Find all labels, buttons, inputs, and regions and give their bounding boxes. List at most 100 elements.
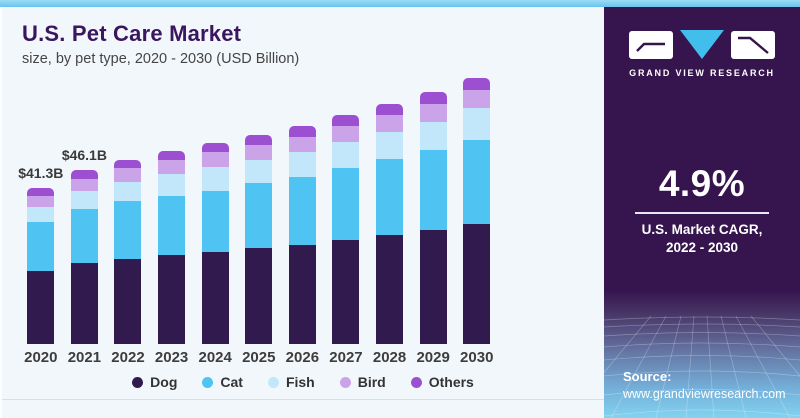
bar-segment-bird-2025	[245, 144, 273, 160]
stacked-bar-2029	[419, 91, 447, 344]
legend-label-bird: Bird	[357, 374, 386, 390]
bar-segment-fish-2027	[332, 142, 360, 168]
bar-segment-others-2022	[114, 159, 142, 169]
bar-segment-fish-2029	[419, 121, 447, 151]
x-axis-tick-2023: 2023	[154, 349, 189, 366]
bar-segment-cat-2024	[201, 190, 229, 252]
bar-segment-dog-2025	[245, 248, 273, 344]
legend-label-dog: Dog	[150, 374, 178, 390]
legend-dot-others-icon	[410, 376, 422, 388]
brand-name: GRAND VIEW RESEARCH	[629, 68, 775, 78]
bar-segment-dog-2030	[463, 224, 491, 344]
logo-r-glyph	[738, 36, 769, 54]
bar-segment-cat-2025	[245, 183, 273, 248]
bar-segment-others-2026	[288, 126, 316, 137]
stacked-bar-2025	[245, 135, 273, 344]
gvr-logo-icon	[629, 30, 775, 59]
x-axis-tick-2028: 2028	[372, 349, 407, 366]
stacked-bar-2027	[332, 115, 360, 344]
source-url-link[interactable]: www.grandviewresearch.com	[623, 387, 786, 401]
legend-item-fish: Fish	[267, 374, 315, 390]
top-accent-strip	[0, 0, 800, 7]
bar-segment-others-2027	[332, 115, 360, 127]
legend-item-others: Others	[410, 374, 474, 390]
x-axis-tick-2030: 2030	[460, 349, 494, 366]
cagr-divider	[635, 212, 769, 214]
bar-segment-cat-2028	[376, 159, 404, 235]
stacked-bar-2020	[27, 187, 55, 344]
bar-segment-bird-2022	[114, 168, 142, 182]
bar-column-2022	[106, 72, 150, 344]
bar-segment-others-2024	[201, 143, 229, 153]
bar-segment-fish-2022	[114, 181, 142, 202]
bar-column-2029	[411, 72, 455, 344]
x-axis-tick-2022: 2022	[111, 349, 145, 366]
bar-segment-fish-2026	[288, 152, 316, 177]
bar-segment-fish-2020	[27, 206, 55, 223]
mesh-footer: Source: www.grandviewresearch.com	[604, 290, 800, 418]
stacked-bar-2026	[288, 126, 316, 344]
bar-column-2024	[193, 72, 237, 344]
logo-v-triangle-icon	[680, 30, 724, 59]
bar-segment-bird-2024	[201, 152, 229, 168]
bar-segment-dog-2029	[419, 230, 447, 344]
x-axis-tick-2021: 2021	[67, 349, 102, 366]
legend-label-others: Others	[428, 374, 474, 390]
x-axis-tick-2026: 2026	[285, 349, 320, 366]
bar-segment-bird-2023	[158, 160, 186, 175]
bar-column-2028	[368, 72, 412, 344]
bar-segment-dog-2023	[158, 255, 186, 344]
legend-dot-fish-icon	[267, 376, 279, 388]
bar-segment-cat-2023	[158, 195, 186, 256]
bar-segment-dog-2021	[70, 263, 98, 344]
bar-segment-others-2028	[376, 104, 404, 116]
legend-item-bird: Bird	[339, 374, 386, 390]
bar-segment-dog-2024	[201, 251, 229, 344]
bar-segment-cat-2026	[288, 176, 316, 245]
bar-segment-dog-2020	[27, 271, 55, 344]
bar-segment-others-2020	[27, 187, 55, 196]
stacked-bar-2028	[376, 104, 404, 344]
cagr-label: U.S. Market CAGR, 2022 - 2030	[604, 221, 800, 256]
bar-segment-others-2029	[419, 91, 447, 104]
legend-label-fish: Fish	[285, 374, 315, 390]
bar-segment-bird-2020	[27, 195, 55, 207]
bar-segment-fish-2023	[158, 174, 186, 196]
brand-sidebar: GRAND VIEW RESEARCH 4.9% U.S. Market CAG…	[604, 7, 800, 418]
legend-item-dog: Dog	[132, 374, 177, 390]
bar-total-label-2020: $41.3B	[18, 164, 64, 181]
bar-segment-cat-2030	[463, 139, 491, 225]
cagr-block: 4.9% U.S. Market CAGR, 2022 - 2030	[604, 163, 800, 256]
legend-dot-bird-icon	[339, 376, 351, 388]
bar-segment-bird-2027	[332, 126, 360, 143]
stacked-bar-2021	[70, 169, 98, 344]
bar-segment-cat-2021	[70, 208, 98, 264]
content-row: U.S. Pet Care Market size, by pet type, …	[0, 7, 800, 418]
bar-segment-fish-2028	[376, 132, 404, 160]
bar-segment-dog-2027	[332, 239, 360, 344]
source-block: Source: www.grandviewresearch.com	[623, 369, 786, 401]
stacked-bar-2024	[201, 143, 229, 344]
legend-label-cat: Cat	[220, 374, 243, 390]
x-axis-tick-2020: 2020	[24, 349, 58, 366]
x-axis-tick-2024: 2024	[198, 349, 232, 366]
cagr-label-line1: U.S. Market CAGR,	[641, 222, 763, 237]
bar-segment-bird-2029	[419, 103, 447, 122]
bar-segment-dog-2028	[376, 234, 404, 344]
source-label: Source:	[623, 369, 672, 384]
bar-segment-bird-2021	[70, 178, 98, 191]
bar-total-label-2021: $46.1B	[61, 146, 107, 163]
page-subtitle: size, by pet type, 2020 - 2030 (USD Bill…	[22, 51, 300, 67]
bar-segment-others-2025	[245, 135, 273, 145]
logo-g-glyph	[636, 42, 665, 52]
stacked-bar-2030	[463, 77, 491, 344]
page-title: U.S. Pet Care Market	[22, 21, 242, 46]
x-axis-tick-2029: 2029	[416, 349, 450, 366]
legend-dot-dog-icon	[132, 376, 144, 388]
bar-segment-fish-2024	[201, 167, 229, 191]
bar-segment-bird-2028	[376, 115, 404, 133]
bar-segment-fish-2025	[245, 159, 273, 184]
bar-segment-fish-2030	[463, 108, 491, 140]
chart-header: U.S. Pet Care Market size, by pet type, …	[2, 7, 604, 67]
